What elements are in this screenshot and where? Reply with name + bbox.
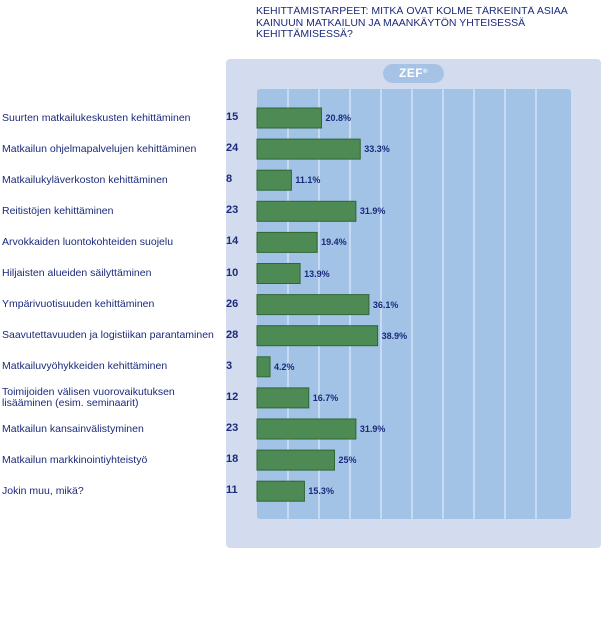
category-label: Hiljaisten alueiden säilyttäminen: [2, 267, 152, 279]
value-label: 38.9%: [381, 330, 408, 341]
category-label: Matkailun kansainvälistyminen: [2, 422, 144, 435]
bar: [256, 107, 322, 129]
bar: [256, 449, 335, 471]
category-label: Matkailukyläverkoston kehittäminen: [2, 173, 168, 186]
value-label: 25%: [338, 455, 357, 466]
category-label: Toimijoiden välisen vuorovaikutuksen lis…: [2, 385, 175, 409]
value-label: 20.8%: [325, 113, 351, 123]
category-label: Arvokkaiden luontokohteiden suojelu: [2, 235, 174, 248]
bar: [256, 138, 361, 160]
category-label: Matkailuvyöhykkeiden kehittäminen: [2, 360, 168, 373]
zef-logo: ZEF®: [383, 64, 444, 83]
value-label: 11.1%: [295, 175, 321, 186]
value-label: 13.9%: [304, 268, 330, 279]
response-count: 14: [226, 235, 239, 248]
response-count: 18: [226, 453, 239, 466]
response-count: 15: [226, 111, 239, 123]
bar: [256, 263, 301, 284]
response-count: 10: [226, 266, 239, 279]
bar: [256, 325, 379, 347]
value-label: 15.3%: [308, 486, 334, 497]
bar: [256, 294, 370, 316]
response-count: 24: [226, 142, 239, 155]
value-label: 19.4%: [321, 237, 347, 248]
category-label: Matkailun ohjelmapalvelujen kehittäminen: [2, 142, 197, 155]
bar: [256, 480, 305, 502]
response-count: 26: [226, 297, 239, 310]
response-count: 28: [226, 328, 239, 341]
category-label: Reitistöjen kehittäminen: [2, 204, 114, 217]
value-label: 36.1%: [372, 299, 399, 310]
value-label: 33.3%: [364, 144, 390, 155]
response-count: 11: [226, 484, 238, 497]
value-label: 31.9%: [359, 206, 386, 217]
response-count: 3: [226, 359, 233, 372]
category-label: Jokin muu, mikä?: [2, 484, 84, 497]
bar: [256, 356, 271, 378]
category-label: Ympärivuotisuuden kehittäminen: [2, 298, 155, 311]
response-count: 12: [226, 390, 239, 403]
value-label: 16.7%: [312, 392, 339, 403]
bar: [256, 169, 292, 191]
category-label: Saavutettavuuden ja logistiikan parantam…: [2, 329, 214, 342]
value-label: 4.2%: [274, 361, 295, 372]
category-label: Matkailun markkinointiyhteistyö: [2, 453, 148, 466]
chart-title: KEHITTÄMISTARPEET: MITKÄ OVAT KOLME TÄRK…: [256, 6, 568, 40]
bar: [256, 200, 357, 222]
category-label: Suurten matkailukeskusten kehittäminen: [2, 111, 191, 124]
response-count: 23: [226, 204, 239, 217]
response-count: 23: [226, 422, 239, 434]
response-count: 8: [226, 173, 233, 186]
value-label: 31.9%: [359, 424, 386, 434]
zef-logo-mark: ®: [423, 69, 429, 75]
bar: [256, 231, 318, 253]
bar: [256, 418, 357, 440]
bar: [256, 387, 310, 409]
zef-logo-text: ZEF: [398, 66, 424, 80]
